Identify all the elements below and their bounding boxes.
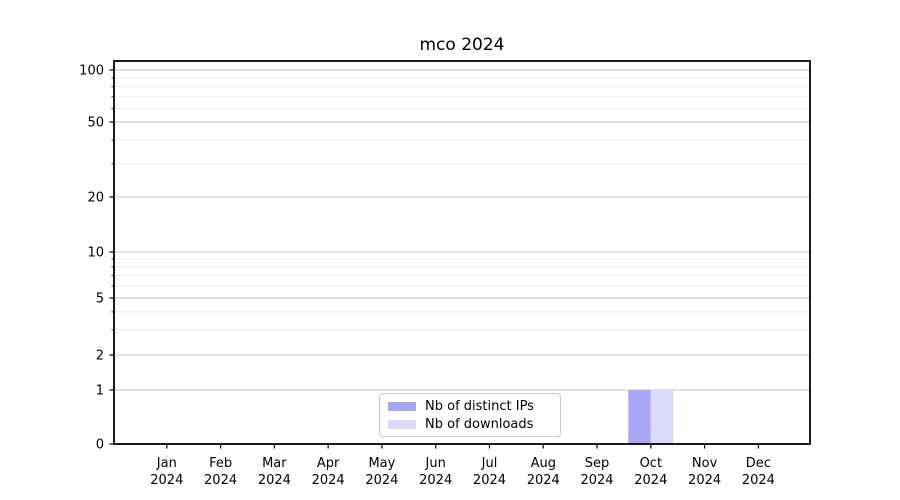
svg-text:2024: 2024	[419, 473, 452, 488]
svg-text:10: 10	[87, 246, 104, 261]
svg-text:2024: 2024	[688, 473, 721, 488]
svg-text:2024: 2024	[742, 473, 775, 488]
svg-text:Jan: Jan	[156, 456, 177, 471]
svg-text:Sep: Sep	[585, 456, 610, 471]
chart-title: mco 2024	[419, 35, 505, 55]
bar-oct-series0	[628, 390, 651, 444]
svg-text:2024: 2024	[473, 473, 506, 488]
svg-text:2024: 2024	[580, 473, 613, 488]
svg-text:50: 50	[87, 116, 104, 131]
svg-text:Mar: Mar	[262, 456, 287, 471]
svg-text:2024: 2024	[258, 473, 291, 488]
legend: Nb of distinct IPs Nb of downloads	[379, 393, 561, 437]
legend-swatch-downloads	[388, 419, 416, 429]
svg-text:5: 5	[96, 292, 104, 307]
svg-text:Dec: Dec	[746, 456, 771, 471]
svg-text:1: 1	[96, 384, 104, 399]
svg-text:2024: 2024	[150, 473, 183, 488]
legend-item-downloads: Nb of downloads	[388, 416, 552, 432]
legend-label-downloads: Nb of downloads	[425, 416, 534, 432]
svg-text:Nov: Nov	[692, 456, 718, 471]
svg-text:2024: 2024	[204, 473, 237, 488]
svg-text:2024: 2024	[527, 473, 560, 488]
svg-text:2024: 2024	[312, 473, 345, 488]
svg-text:2024: 2024	[365, 473, 398, 488]
bar-oct-series1	[650, 390, 674, 444]
svg-text:2: 2	[96, 349, 104, 364]
svg-text:0: 0	[96, 438, 104, 453]
svg-text:20: 20	[87, 191, 104, 206]
svg-text:Jul: Jul	[481, 456, 498, 471]
svg-text:Oct: Oct	[640, 456, 662, 471]
svg-text:Jun: Jun	[425, 456, 446, 471]
svg-text:Aug: Aug	[531, 456, 556, 471]
svg-text:Feb: Feb	[209, 456, 232, 471]
svg-text:May: May	[368, 456, 395, 471]
svg-text:100: 100	[79, 64, 104, 79]
legend-swatch-distinct-ips	[388, 401, 416, 411]
svg-text:2024: 2024	[634, 473, 667, 488]
legend-label-distinct-ips: Nb of distinct IPs	[425, 398, 534, 414]
svg-text:Apr: Apr	[317, 456, 340, 471]
legend-item-distinct-ips: Nb of distinct IPs	[388, 398, 552, 414]
